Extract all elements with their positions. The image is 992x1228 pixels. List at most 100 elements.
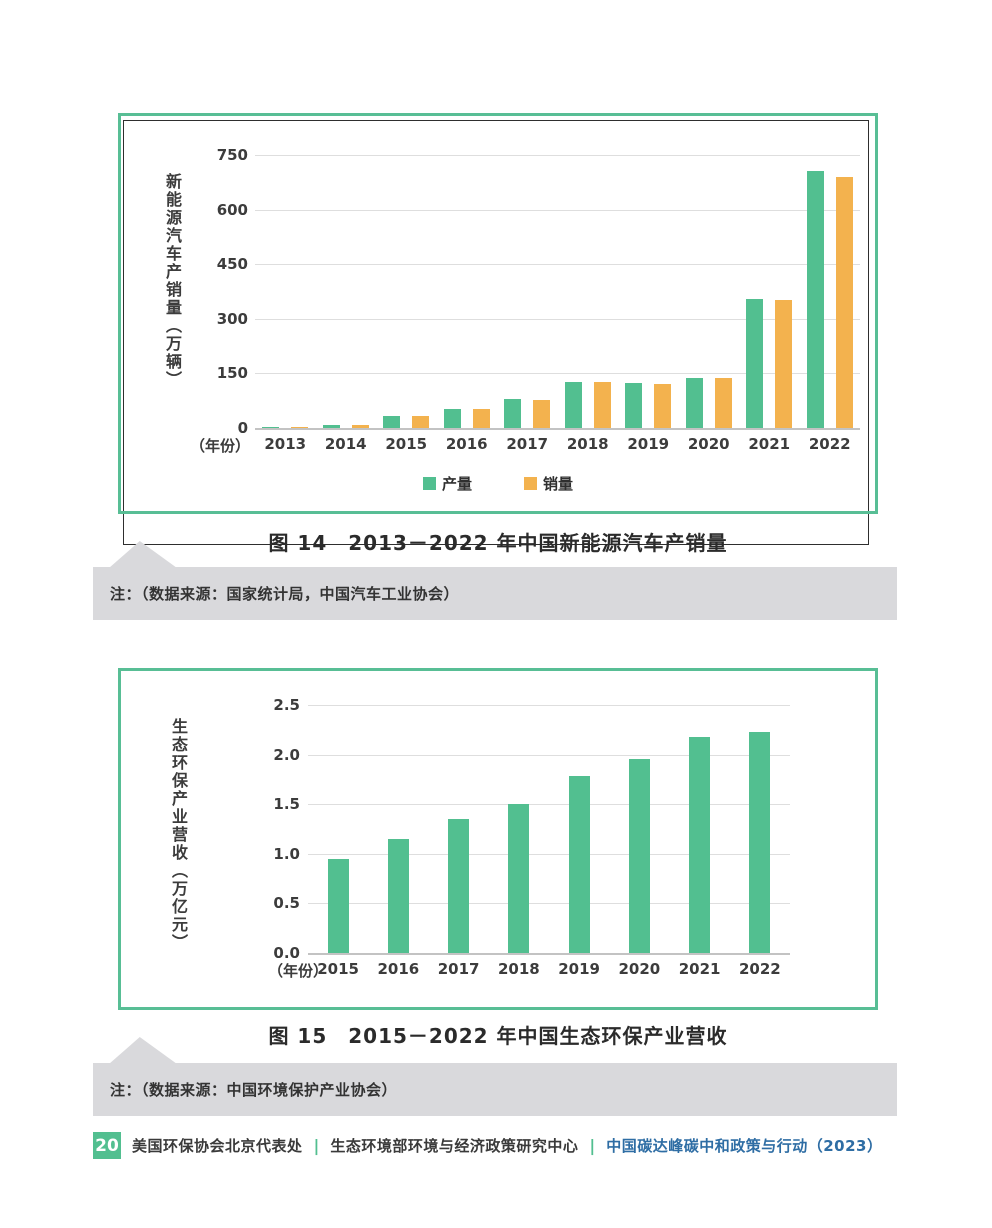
x-tick-label-2018: 2018 [566, 435, 609, 453]
bar-销量-2015 [412, 416, 430, 428]
bar-产量-2020 [685, 378, 703, 428]
footer-org-2: 生态环境部环境与经济政策研究中心 [330, 1137, 579, 1155]
y-tick-label: 450 [216, 255, 248, 274]
x-tick-label-2016: 2016 [445, 435, 488, 453]
bar-产量-2015 [383, 415, 401, 428]
bar-销量-2021 [775, 299, 793, 428]
figure-15-x-axis-labels: 2015 2016 2017 2018 2019 2020 2021 2022 [308, 960, 790, 978]
bar-group-2013 [262, 155, 309, 428]
bar-产量-2016 [443, 409, 461, 428]
bar-销量-2017 [533, 399, 551, 428]
bar-group-2016 [387, 705, 409, 953]
gridline-2.0 [308, 754, 790, 756]
x-tick-label-2016: 2016 [377, 960, 420, 978]
bar-销量-2022 [835, 177, 853, 428]
bar-group-2022 [806, 155, 853, 428]
footer-separator: | [313, 1136, 320, 1155]
bar-生态环保产业营收-2016 [387, 838, 409, 953]
bar-产量-2022 [806, 171, 824, 428]
x-tick-label-2019: 2019 [558, 960, 600, 978]
footer-org-1: 美国环保协会北京代表处 [132, 1137, 303, 1155]
legend-label: 销量 [543, 475, 574, 493]
bar-产量-2019 [625, 382, 643, 428]
figure-15: 生态环保产业营收（万亿元） （年份） 2015 2016 2017 2018 2019 2… [118, 668, 878, 1068]
x-tick-label-2013: 2013 [264, 435, 307, 453]
bar-产量-2017 [504, 399, 522, 428]
bars-row [308, 705, 790, 953]
bar-group-2019 [568, 705, 590, 953]
bar-group-2018 [564, 155, 611, 428]
bar-销量-2013 [291, 427, 309, 428]
bar-group-2015 [383, 155, 430, 428]
gridline-0 [255, 428, 860, 430]
legend-item: 销量 [524, 473, 573, 494]
bar-产量-2013 [262, 427, 280, 428]
bar-group-2021 [746, 155, 793, 428]
bar-group-2016 [443, 155, 490, 428]
bar-生态环保产业营收-2015 [327, 858, 349, 953]
bar-生态环保产业营收-2022 [749, 731, 771, 953]
gridline-1.5 [308, 804, 790, 806]
x-tick-label-2021: 2021 [678, 960, 721, 978]
bar-group-2017 [504, 155, 551, 428]
y-tick-label: 1.0 [273, 844, 300, 863]
page-footer: 20 美国环保协会北京代表处 | 生态环境部环境与经济政策研究中心 | 中国碳达… [93, 1132, 882, 1159]
legend-label: 产量 [441, 475, 472, 493]
y-tick-label: 300 [216, 309, 248, 328]
bar-生态环保产业营收-2019 [568, 776, 590, 953]
gridline-1.0 [308, 853, 790, 855]
gridline-150 [255, 373, 860, 375]
y-tick-label: 0.0 [273, 944, 300, 962]
x-tick-label-2017: 2017 [437, 960, 480, 978]
figure-15-x-axis-unit: （年份） [268, 962, 329, 980]
bar-生态环保产业营收-2020 [628, 758, 650, 953]
y-tick-label: 2.5 [273, 696, 300, 714]
x-tick-label-2019: 2019 [627, 435, 670, 453]
figure-15-y-axis-label: 生态环保产业营收（万亿元） [169, 718, 188, 952]
y-tick-label: 600 [216, 200, 248, 219]
bar-销量-2019 [654, 383, 672, 428]
bar-销量-2018 [593, 382, 611, 428]
figure-14-x-axis-unit: （年份） [190, 437, 251, 455]
x-tick-label-2020: 2020 [687, 435, 730, 453]
bar-group-2017 [448, 705, 470, 953]
figure-15-plot-area [308, 705, 790, 955]
figure-14-y-axis-label: 新能源汽车产销量（万辆） [163, 173, 182, 389]
bar-group-2018 [508, 705, 530, 953]
bar-group-2014 [322, 155, 369, 428]
bar-生态环保产业营收-2017 [448, 819, 470, 953]
gridline-750 [255, 155, 860, 156]
figure-15-title: 图 15 2015－2022 年中国生态环保产业营收 [268, 1024, 728, 1048]
bar-产量-2014 [322, 425, 340, 428]
y-tick-label: 2.0 [273, 745, 300, 764]
bar-生态环保产业营收-2018 [508, 804, 530, 953]
gridline-0.5 [308, 903, 790, 905]
gridline-450 [255, 264, 860, 266]
figure-14-plot-area [255, 155, 860, 430]
bar-group-2020 [685, 155, 732, 428]
x-tick-label-2022: 2022 [739, 960, 781, 978]
footer-report-title: 中国碳达峰碳中和政策与行动（2023） [606, 1137, 883, 1155]
x-tick-label-2020: 2020 [618, 960, 661, 978]
bar-销量-2020 [714, 378, 732, 428]
y-tick-label: 0 [237, 419, 248, 437]
gridline-600 [255, 209, 860, 211]
y-tick-label: 1.5 [273, 795, 300, 814]
y-tick-label: 0.5 [273, 894, 300, 913]
bar-产量-2018 [564, 381, 582, 428]
x-tick-label-2015: 2015 [317, 960, 359, 978]
figure-14-x-axis-labels: 2013 2014 2015 2016 2017 2018 2019 2020 2021 2022 [255, 435, 860, 453]
gridline-300 [255, 318, 860, 320]
gridline-2.5 [308, 705, 790, 706]
bar-group-2019 [625, 155, 672, 428]
legend-item: 产量 [422, 473, 472, 494]
x-tick-label-2022: 2022 [808, 435, 851, 453]
figure-14-note-band: 注：（数据来源：国家统计局，中国汽车工业协会） [93, 541, 897, 620]
y-tick-label: 750 [216, 146, 248, 164]
x-tick-label-2015: 2015 [385, 435, 428, 453]
figure-14-title: 图 14 2013－2022 年中国新能源汽车产销量 [268, 531, 728, 555]
bar-产量-2021 [746, 298, 764, 428]
bar-group-2015 [327, 705, 349, 953]
bar-销量-2014 [351, 425, 369, 428]
